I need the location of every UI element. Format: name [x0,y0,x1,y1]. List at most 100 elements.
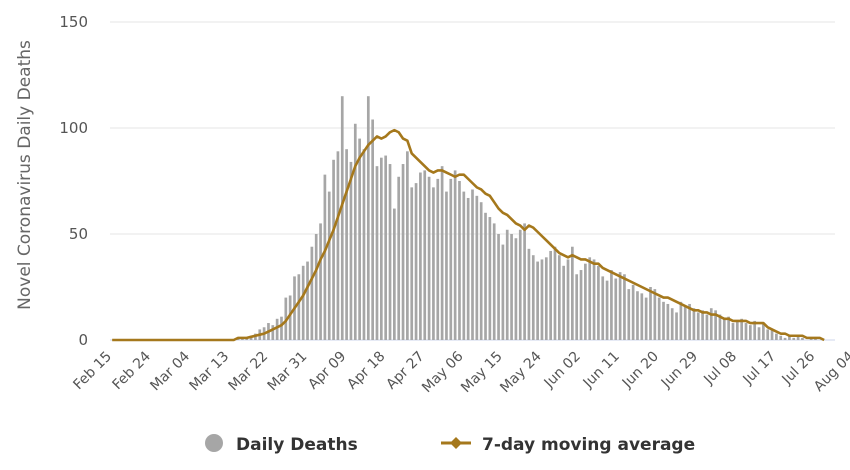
daily-deaths-bar[interactable] [536,261,539,340]
daily-deaths-bar[interactable] [562,265,566,340]
daily-deaths-bar[interactable] [518,229,522,340]
daily-deaths-bar[interactable] [314,234,318,340]
daily-deaths-bar[interactable] [453,170,457,340]
daily-deaths-bar[interactable] [414,183,418,340]
daily-deaths-bar[interactable] [310,246,314,340]
daily-deaths-bar[interactable] [479,202,483,340]
daily-deaths-bar[interactable] [675,312,678,340]
daily-deaths-bar[interactable] [540,259,544,340]
daily-deaths-bar[interactable] [575,274,579,340]
daily-deaths-bar[interactable] [358,138,361,340]
daily-deaths-bar[interactable] [692,308,696,340]
daily-deaths-bar[interactable] [801,337,804,340]
daily-deaths-bar[interactable] [436,178,440,340]
daily-deaths-bar[interactable] [427,176,431,340]
daily-deaths-bar[interactable] [275,318,279,340]
daily-deaths-bar[interactable] [484,212,487,340]
daily-deaths-bar[interactable] [340,96,344,340]
daily-deaths-bar[interactable] [753,320,757,340]
daily-deaths-bar[interactable] [353,123,357,340]
daily-deaths-bar[interactable] [614,278,618,340]
daily-deaths-bar[interactable] [401,164,405,340]
daily-deaths-bar[interactable] [653,289,657,340]
daily-deaths-bar[interactable] [683,306,687,340]
daily-deaths-bar[interactable] [766,329,770,340]
daily-deaths-bar[interactable] [388,164,392,340]
daily-deaths-bar[interactable] [306,261,309,340]
daily-deaths-bar[interactable] [371,119,374,341]
daily-deaths-bar[interactable] [288,295,292,340]
daily-deaths-bar[interactable] [597,265,600,340]
daily-deaths-bar[interactable] [323,174,327,340]
daily-deaths-bar[interactable] [740,318,744,340]
daily-deaths-bar[interactable] [366,96,370,340]
daily-deaths-bar[interactable] [462,191,466,340]
daily-deaths-bar[interactable] [566,259,570,340]
daily-deaths-bar[interactable] [301,265,305,340]
daily-deaths-bar[interactable] [775,333,778,340]
daily-deaths-bar[interactable] [349,161,353,340]
daily-deaths-bar[interactable] [531,255,535,340]
daily-deaths-bar[interactable] [362,149,366,340]
daily-deaths-bar[interactable] [731,323,735,340]
daily-deaths-bar[interactable] [423,170,427,340]
daily-deaths-bar[interactable] [631,284,635,340]
daily-deaths-bar[interactable] [762,323,765,340]
daily-deaths-bar[interactable] [510,234,513,340]
daily-deaths-bar[interactable] [297,274,301,340]
daily-deaths-bar[interactable] [319,223,322,340]
daily-deaths-bar[interactable] [623,274,626,340]
daily-deaths-bar[interactable] [649,287,652,340]
daily-deaths-bar[interactable] [449,178,453,340]
daily-deaths-bar[interactable] [379,157,383,340]
daily-deaths-bar[interactable] [432,187,435,340]
daily-deaths-bar[interactable] [553,246,557,340]
daily-deaths-bar[interactable] [406,151,409,340]
daily-deaths-bar[interactable] [757,327,761,340]
daily-deaths-bar[interactable] [527,248,531,340]
daily-deaths-bar[interactable] [327,191,331,340]
daily-deaths-bar[interactable] [384,155,388,340]
daily-deaths-bar[interactable] [557,255,561,340]
daily-deaths-bar[interactable] [471,189,474,340]
daily-deaths-bar[interactable] [670,308,674,340]
daily-deaths-bar[interactable] [492,223,496,340]
daily-deaths-bar[interactable] [514,238,518,340]
daily-deaths-bar[interactable] [497,234,500,340]
daily-deaths-bar[interactable] [571,246,574,340]
moving-average-line[interactable] [112,128,825,342]
daily-deaths-bar[interactable] [332,159,335,340]
daily-deaths-bar[interactable] [505,229,509,340]
daily-deaths-bar[interactable] [271,325,275,340]
daily-deaths-bar[interactable] [770,329,774,340]
daily-deaths-bar[interactable] [666,303,670,340]
daily-deaths-bar[interactable] [618,272,622,340]
daily-deaths-bar[interactable] [345,149,348,340]
daily-deaths-bar[interactable] [475,195,479,340]
daily-deaths-bar[interactable] [657,297,661,340]
daily-deaths-bar[interactable] [579,270,583,340]
daily-deaths-bar[interactable] [588,257,592,340]
daily-deaths-bar[interactable] [788,335,791,340]
daily-deaths-bar[interactable] [336,151,340,340]
daily-deaths-bar[interactable] [410,187,414,340]
legend-item-daily-deaths[interactable]: Daily Deaths [205,434,358,455]
daily-deaths-bar[interactable] [727,316,730,340]
daily-deaths-bar[interactable] [718,314,722,340]
daily-deaths-bar[interactable] [501,244,505,340]
daily-deaths-bar[interactable] [709,308,713,340]
daily-deaths-bar[interactable] [488,217,492,340]
daily-deaths-bar[interactable] [701,310,704,340]
daily-deaths-bar[interactable] [592,259,596,340]
daily-deaths-bar[interactable] [610,270,613,340]
daily-deaths-bar[interactable] [796,335,800,340]
daily-deaths-bar[interactable] [744,323,748,340]
daily-deaths-bar[interactable] [549,250,552,340]
daily-deaths-bar[interactable] [584,263,587,340]
daily-deaths-bar[interactable] [748,325,752,340]
daily-deaths-bar[interactable] [640,293,644,340]
daily-deaths-bar[interactable] [627,289,631,340]
daily-deaths-bar[interactable] [722,318,726,340]
daily-deaths-bar[interactable] [679,301,683,340]
daily-deaths-bar[interactable] [779,335,783,340]
